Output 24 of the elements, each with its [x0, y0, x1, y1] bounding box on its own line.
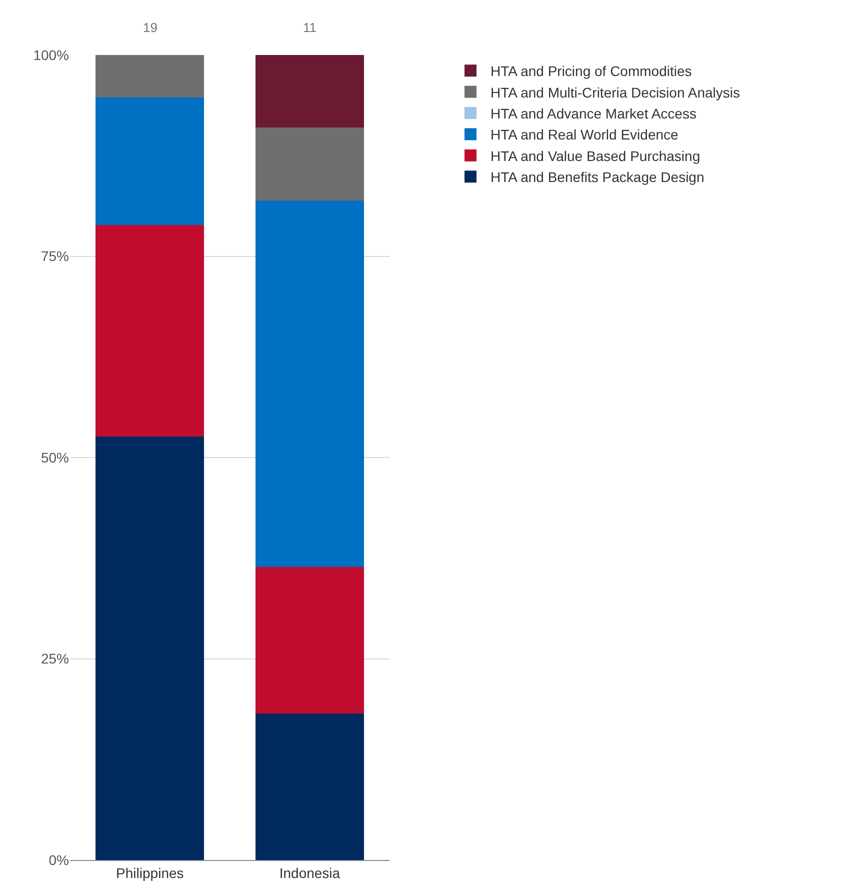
- x-tick-label: Indonesia: [279, 864, 340, 881]
- bar: [96, 224, 204, 437]
- legend-label: HTA and Benefits Package Design: [490, 169, 704, 186]
- bar: [255, 200, 364, 567]
- bar: [96, 98, 204, 225]
- bar: [255, 127, 364, 201]
- y-tick-label: 100%: [33, 46, 69, 63]
- y-tick-label: 0%: [48, 852, 69, 868]
- legend-label: HTA and Pricing of Commodities: [490, 63, 692, 80]
- bar: [255, 55, 364, 128]
- legend-label: HTA and Advance Market Access: [490, 105, 696, 122]
- bar: [255, 713, 364, 860]
- legend-label: HTA and Multi-Criteria Decision Analysis: [490, 84, 740, 100]
- y-tick-label: 50%: [40, 449, 69, 466]
- y-tick-label: 25%: [40, 650, 69, 667]
- text: 11: [303, 20, 316, 35]
- text: 19: [143, 20, 158, 35]
- bar: [255, 566, 364, 714]
- legend-label: HTA and Value Based Purchasing: [490, 148, 700, 164]
- bar: [96, 436, 204, 860]
- y-tick-label: 75%: [40, 248, 69, 264]
- legend-label: HTA and Real World Evidence: [490, 126, 679, 143]
- x-tick-label: Philippines: [116, 864, 184, 881]
- bar: [96, 55, 204, 98]
